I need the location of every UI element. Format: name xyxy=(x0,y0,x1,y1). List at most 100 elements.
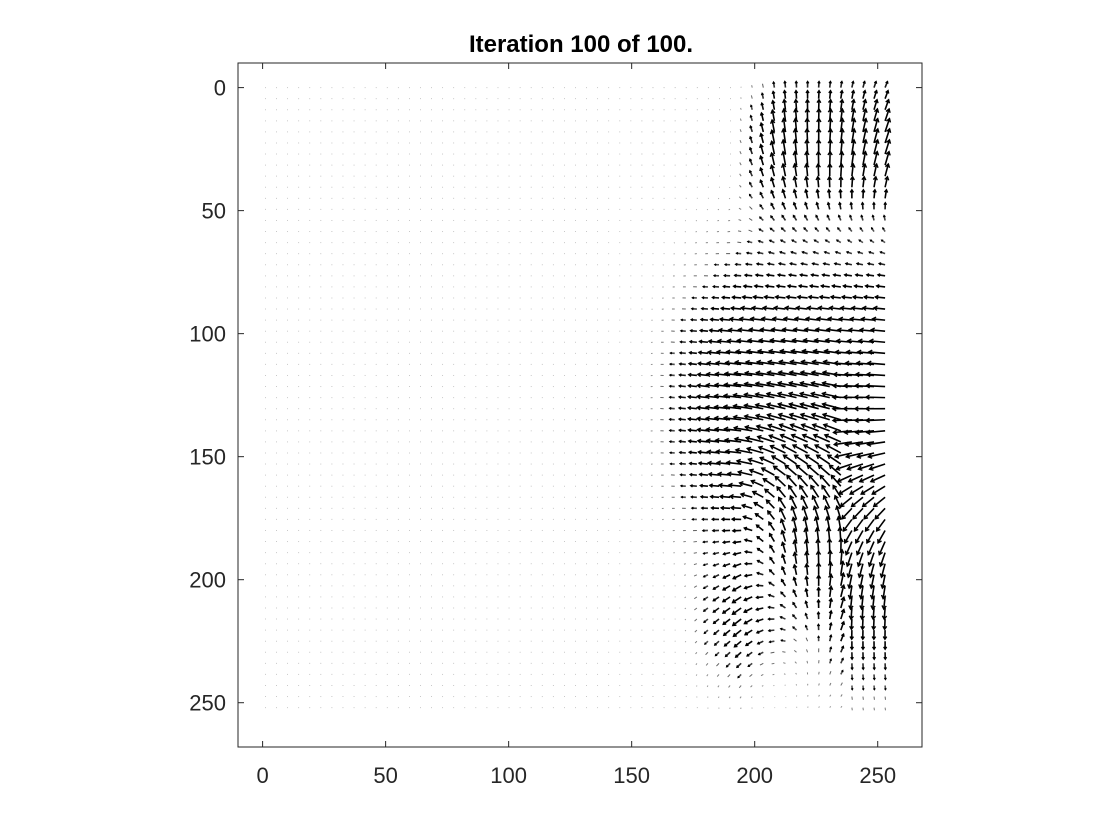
quiver-arrowhead xyxy=(840,632,845,637)
quiver-arrowhead xyxy=(699,495,704,499)
quiver-arrow xyxy=(822,403,842,410)
quiver-arrowhead xyxy=(723,263,728,267)
quiver-arrowhead xyxy=(760,467,766,472)
quiver-arrow xyxy=(840,573,845,587)
quiver-arrow xyxy=(710,318,720,321)
quiver-arrow xyxy=(828,550,832,564)
x-tick-label: 50 xyxy=(373,763,397,788)
quiver-arrow xyxy=(762,83,764,88)
quiver-arrowhead xyxy=(804,587,809,592)
quiver-arrow xyxy=(806,660,809,664)
quiver-arrowhead xyxy=(701,296,705,300)
quiver-arrowhead xyxy=(722,284,726,289)
quiver-arrowhead xyxy=(736,338,742,344)
quiver-arrowhead xyxy=(696,438,702,444)
quiver-arrow xyxy=(734,372,753,377)
quiver-arrowhead xyxy=(756,559,760,563)
quiver-arrowhead xyxy=(781,107,787,113)
quiver-arrow xyxy=(828,189,831,199)
quiver-arrowhead xyxy=(850,107,857,113)
quiver-arrowhead xyxy=(719,306,725,311)
quiver-arrow xyxy=(873,99,878,110)
quiver-arrow xyxy=(829,306,841,310)
quiver-arrow xyxy=(884,90,889,99)
quiver-arrowhead xyxy=(839,560,846,566)
quiver-arrowhead xyxy=(823,433,829,439)
quiver-arrow xyxy=(684,607,687,610)
quiver-arrow xyxy=(694,607,698,611)
quiver-arrowhead xyxy=(743,573,748,578)
quiver-arrow xyxy=(817,163,820,177)
quiver-arrowhead xyxy=(838,201,842,206)
quiver-arrow xyxy=(845,541,853,555)
quiver-arrow xyxy=(871,485,886,495)
quiver-arrow xyxy=(802,434,819,443)
quiver-arrowhead xyxy=(737,675,740,679)
quiver-arrowhead xyxy=(702,552,706,555)
quiver-arrowhead xyxy=(704,642,707,645)
quiver-arrowhead xyxy=(850,305,856,311)
quiver-arrowhead xyxy=(780,565,785,570)
quiver-arrowhead xyxy=(738,481,744,487)
quiver-arrowhead xyxy=(769,337,775,344)
quiver-arrowhead xyxy=(873,80,878,84)
quiver-arrowhead xyxy=(777,412,783,418)
quiver-arrowhead xyxy=(791,227,795,230)
quiver-arrow xyxy=(741,504,753,510)
quiver-arrowhead xyxy=(837,526,843,532)
quiver-arrowhead xyxy=(792,175,798,181)
quiver-arrow xyxy=(836,463,853,470)
quiver-arrowhead xyxy=(876,273,881,277)
quiver-arrow xyxy=(787,285,797,288)
quiver-arrowhead xyxy=(733,643,738,648)
quiver-arrowhead xyxy=(732,632,737,638)
quiver-arrowhead xyxy=(833,262,838,266)
quiver-arrowhead xyxy=(718,316,724,322)
quiver-arrow xyxy=(749,469,764,476)
quiver-arrowhead xyxy=(755,359,762,366)
quiver-arrowhead xyxy=(821,370,827,376)
quiver-arrowhead xyxy=(816,586,821,591)
quiver-arrow xyxy=(756,524,764,532)
quiver-arrowhead xyxy=(749,114,753,118)
quiver-arrow xyxy=(721,307,731,310)
quiver-arrowhead xyxy=(799,380,805,387)
quiver-arrowhead xyxy=(668,406,672,410)
quiver-arrowhead xyxy=(783,80,787,84)
quiver-arrowhead xyxy=(732,540,737,545)
quiver-arrowhead xyxy=(858,477,864,483)
quiver-arrow xyxy=(810,285,819,288)
quiver-arrowhead xyxy=(760,92,764,96)
quiver-arrow xyxy=(733,540,742,544)
quiver-arrow xyxy=(817,317,830,321)
quiver-arrowhead xyxy=(812,505,818,511)
quiver-arrow xyxy=(795,672,797,675)
quiver-arrow xyxy=(708,473,720,476)
axes-box xyxy=(237,62,923,748)
quiver-arrow xyxy=(739,129,742,133)
quiver-arrowhead xyxy=(767,359,773,365)
quiver-arrow xyxy=(746,447,764,454)
quiver-arrowhead xyxy=(743,609,748,614)
quiver-arrowhead xyxy=(791,516,797,522)
quiver-arrow xyxy=(864,296,875,299)
quiver-arrowhead xyxy=(865,429,871,435)
quiver-arrowhead xyxy=(810,370,816,376)
quiver-arrow xyxy=(763,306,775,310)
quiver-arrow xyxy=(871,585,875,599)
quiver-arrowhead xyxy=(792,201,797,206)
quiver-arrowhead xyxy=(757,652,761,656)
quiver-arrowhead xyxy=(848,615,854,621)
quiver-arrowhead xyxy=(724,360,730,366)
quiver-arrowhead xyxy=(838,175,844,181)
quiver-arrowhead xyxy=(846,338,852,344)
quiver-arrowhead xyxy=(731,610,737,615)
quiver-arrow xyxy=(865,285,875,288)
quiver-arrowhead xyxy=(829,634,833,638)
quiver-arrow xyxy=(828,598,832,609)
quiver-arrowhead xyxy=(710,306,715,311)
quiver-arrow xyxy=(725,439,742,443)
quiver-arrow xyxy=(805,576,809,586)
quiver-arrowhead xyxy=(860,636,866,641)
quiver-arrowhead xyxy=(696,383,702,389)
